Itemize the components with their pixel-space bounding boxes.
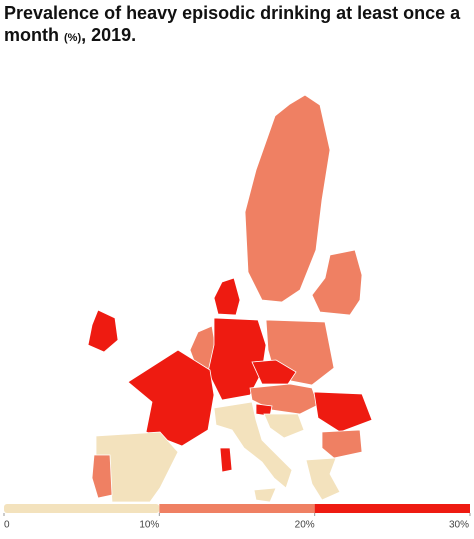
czechia <box>251 359 297 385</box>
italy <box>213 401 293 489</box>
germany <box>207 317 267 401</box>
sardinia <box>219 447 233 473</box>
portugal <box>91 454 113 499</box>
legend-tick-label: 30% <box>449 520 469 531</box>
countries <box>87 94 373 503</box>
legend-tick-label: 0 <box>4 520 10 531</box>
sweden-finland <box>244 94 331 303</box>
title-unit: (%) <box>64 32 82 44</box>
baltics <box>311 249 363 316</box>
legend-swatch <box>159 504 315 513</box>
legend-swatch <box>4 504 160 513</box>
legend-swatch <box>314 504 470 513</box>
croatia <box>263 413 305 439</box>
title-year: , 2019. <box>81 25 137 45</box>
legend-tick-label: 10% <box>139 520 159 531</box>
legend-tick-label: 20% <box>295 520 315 531</box>
denmark <box>213 277 241 316</box>
sicily <box>253 487 277 503</box>
greece <box>305 457 341 501</box>
chart-title: Prevalence of heavy episodic drinking at… <box>4 2 470 49</box>
france <box>127 349 215 447</box>
legend: 0 10% 20% 30% <box>3 504 471 531</box>
title-text: Prevalence of heavy episodic drinking at… <box>4 3 461 45</box>
romania <box>313 391 373 433</box>
ireland <box>87 309 119 353</box>
bulgaria <box>321 429 363 459</box>
